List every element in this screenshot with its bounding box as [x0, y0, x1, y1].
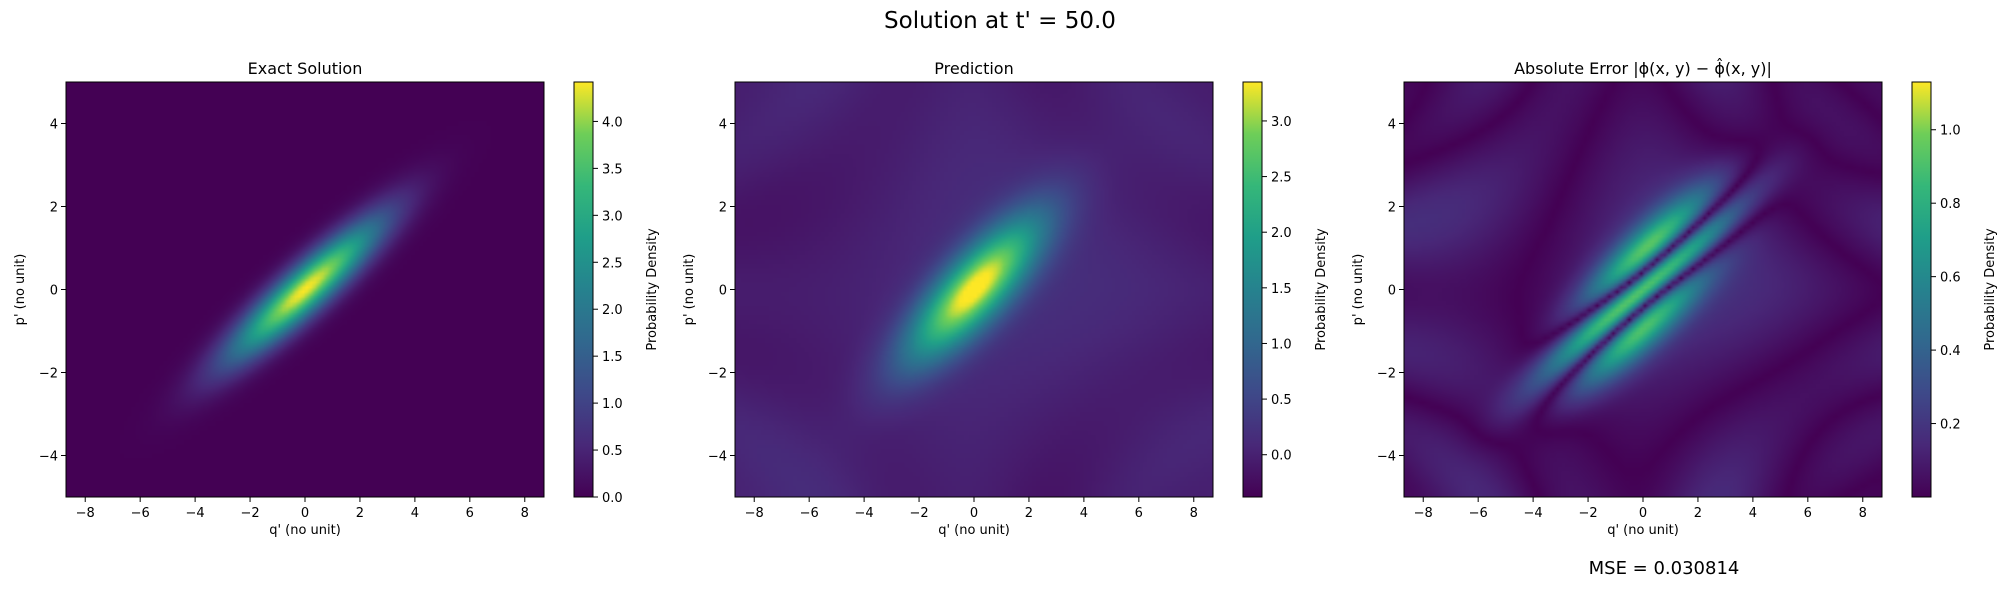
- x-tick-label: 2: [1694, 506, 1702, 521]
- y-tick-label: −2: [39, 367, 58, 382]
- colorbar-tick-label: 0.8: [1940, 197, 1961, 212]
- y-axis-label: p' (no unit): [1351, 254, 1366, 326]
- x-axis-label: q' (no unit): [1607, 523, 1679, 538]
- colorbar-tick-label: 0.4: [1940, 344, 1961, 359]
- mse-label: MSE = 0.030814: [1588, 558, 1740, 579]
- y-tick-label: 0: [1388, 284, 1396, 299]
- x-tick-label: 8: [1859, 506, 1867, 521]
- y-tick-label: 4: [719, 118, 727, 133]
- y-tick-label: 4: [50, 118, 58, 133]
- x-tick-label: 2: [1025, 506, 1033, 521]
- y-tick-label: −4: [708, 450, 727, 465]
- x-tick-label: −2: [240, 506, 259, 521]
- colorbar-label: Probability Density: [1314, 228, 1329, 351]
- colorbar-tick-label: 3.5: [602, 162, 623, 177]
- colorbar-tick-label: 3.0: [1271, 115, 1292, 130]
- x-tick-label: 4: [411, 506, 419, 521]
- x-tick-label: −4: [1524, 506, 1543, 521]
- chart-title: Prediction: [934, 59, 1013, 78]
- x-tick-label: −2: [909, 506, 928, 521]
- heatmap-image: [735, 82, 1213, 497]
- colorbar-tick-label: 0.0: [602, 491, 623, 506]
- colorbar-tick-label: 1.0: [1271, 337, 1292, 352]
- x-tick-label: −8: [1414, 506, 1433, 521]
- x-tick-label: 4: [1080, 506, 1088, 521]
- y-tick-label: 2: [1388, 201, 1396, 216]
- colorbar-tick-label: 1.5: [602, 350, 623, 365]
- colorbar: [1242, 81, 1263, 498]
- x-tick-label: −6: [131, 506, 150, 521]
- colorbar-label: Probability Density: [645, 228, 660, 351]
- colorbar: [1911, 81, 1932, 498]
- y-tick-label: −4: [39, 450, 58, 465]
- y-tick-label: −2: [708, 367, 727, 382]
- chart-title: Exact Solution: [248, 59, 363, 78]
- x-tick-label: −4: [186, 506, 205, 521]
- x-tick-label: −4: [855, 506, 874, 521]
- colorbar-tick-label: 3.0: [602, 209, 623, 224]
- x-tick-label: −6: [1469, 506, 1488, 521]
- x-tick-label: 2: [356, 506, 364, 521]
- x-tick-label: −2: [1578, 506, 1597, 521]
- x-tick-label: 0: [970, 506, 978, 521]
- y-tick-label: 0: [50, 284, 58, 299]
- heatmap-image: [1404, 82, 1882, 497]
- colorbar-tick-label: 1.5: [1271, 282, 1292, 297]
- x-tick-label: 6: [466, 506, 474, 521]
- colorbar-label: Probability Density: [1983, 228, 1998, 351]
- colorbar-tick-label: 2.0: [1271, 226, 1292, 241]
- subplot-3: Absolute Error |ϕ(x, y) − ϕ̂(x, y)| −8 −6 −…: [1351, 58, 1998, 538]
- x-axis-label: q' (no unit): [938, 523, 1010, 538]
- colorbar-tick-label: 4.0: [602, 115, 623, 130]
- x-tick-label: 8: [521, 506, 529, 521]
- colorbar-tick-label: 2.5: [1271, 171, 1292, 186]
- colorbar-tick-label: 2.5: [602, 256, 623, 271]
- subplot-2: Prediction −8 −6 −4 −2 0 2 4 6 8 −4 −2 0 2 4 q' (no uni…: [682, 59, 1329, 538]
- colorbar-tick-label: 0.5: [1271, 393, 1292, 408]
- x-tick-label: −8: [745, 506, 764, 521]
- y-tick-label: 2: [719, 201, 727, 216]
- x-tick-label: 6: [1804, 506, 1812, 521]
- colorbar-tick-label: 1.0: [602, 397, 623, 412]
- x-tick-label: 0: [301, 506, 309, 521]
- chart-title: Absolute Error |ϕ(x, y) − ϕ̂(x, y)|: [1514, 58, 1772, 78]
- y-tick-label: 0: [719, 284, 727, 299]
- colorbar-tick-label: 0.5: [602, 444, 623, 459]
- y-tick-label: −2: [1377, 367, 1396, 382]
- colorbar-tick-label: 0.0: [1271, 449, 1292, 464]
- x-tick-label: 0: [1639, 506, 1647, 521]
- x-tick-label: −8: [76, 506, 95, 521]
- colorbar: [573, 81, 594, 498]
- y-tick-label: 4: [1388, 118, 1396, 133]
- x-tick-label: 6: [1135, 506, 1143, 521]
- x-tick-label: 8: [1190, 506, 1198, 521]
- x-axis-label: q' (no unit): [269, 523, 341, 538]
- y-tick-label: 2: [50, 201, 58, 216]
- colorbar-tick-label: 0.2: [1940, 418, 1961, 433]
- colorbar-tick-label: 1.0: [1940, 124, 1961, 139]
- x-tick-label: −6: [800, 506, 819, 521]
- colorbar-tick-label: 0.6: [1940, 271, 1961, 286]
- y-axis-label: p' (no unit): [682, 254, 697, 326]
- x-tick-label: 4: [1749, 506, 1757, 521]
- y-axis-label: p' (no unit): [13, 254, 28, 326]
- colorbar-tick-label: 2.0: [602, 303, 623, 318]
- heatmap-image: [66, 82, 544, 497]
- figure-title: Solution at t' = 50.0: [884, 8, 1116, 34]
- subplot-1: Exact Solution −8 −6 −4 −2 0 2 4 6 8 −4 −2 0 2 4 q' (no…: [13, 59, 660, 538]
- y-tick-label: −4: [1377, 450, 1396, 465]
